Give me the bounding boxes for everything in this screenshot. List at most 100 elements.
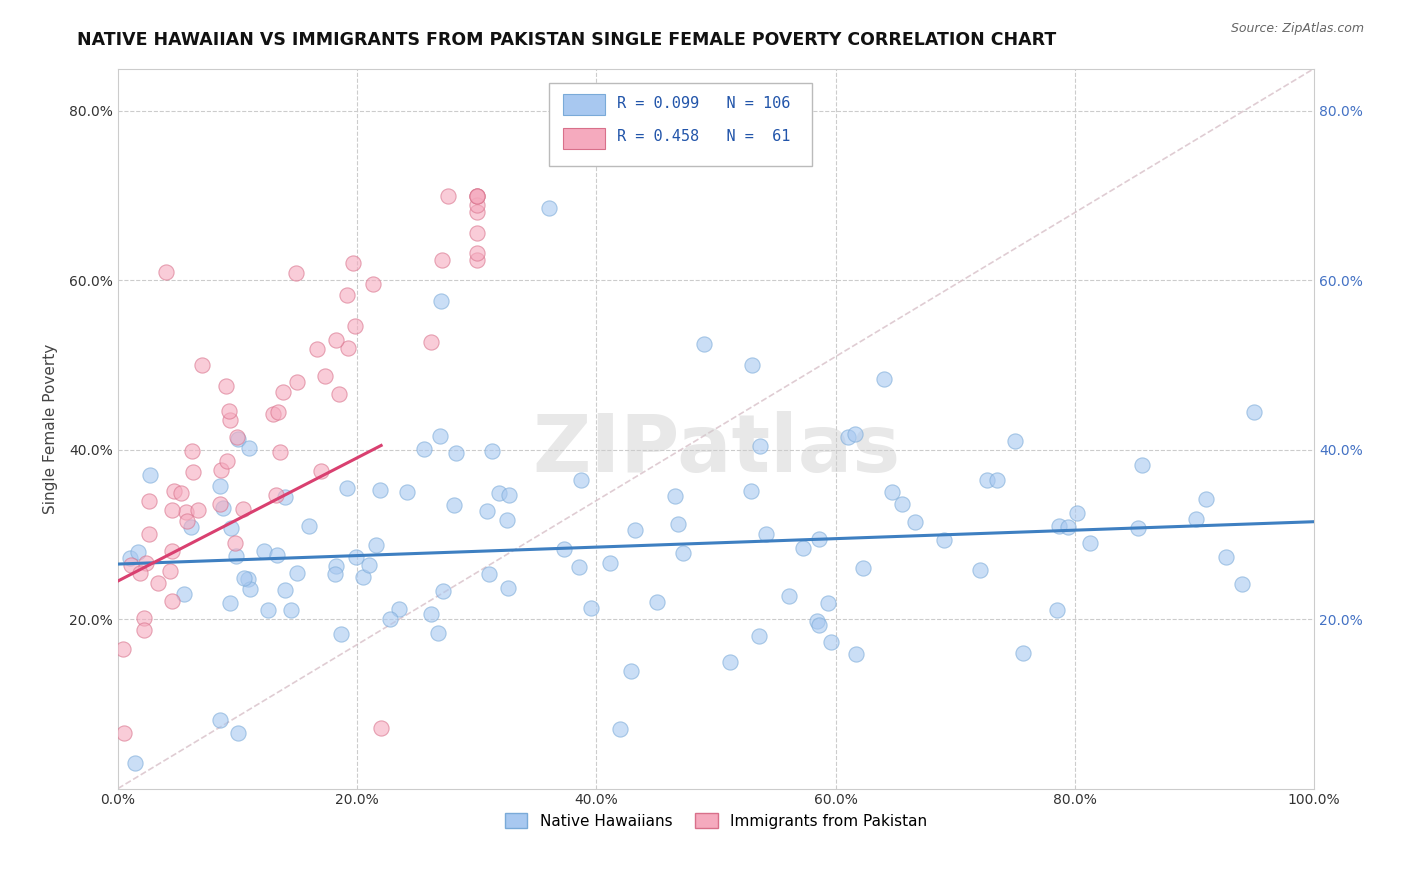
Point [266, 405, 288, 419]
Point [1243, 404, 1265, 418]
Point [465, 205, 488, 219]
Point [162, 593, 184, 607]
Point [226, 726, 249, 740]
Point [217, 454, 239, 468]
Point [817, 596, 839, 610]
Point [344, 550, 367, 565]
Point [219, 521, 242, 535]
Point [273, 582, 295, 597]
Point [280, 603, 302, 617]
Point [568, 559, 591, 574]
Point [672, 545, 695, 559]
Point [718, 655, 741, 669]
Point [218, 596, 240, 610]
Point [134, 611, 156, 625]
Point [624, 523, 647, 537]
Point [986, 474, 1008, 488]
Point [128, 566, 150, 581]
Point [352, 569, 374, 583]
FancyBboxPatch shape [548, 83, 811, 166]
Point [274, 490, 297, 504]
Point [465, 252, 488, 267]
Point [1004, 434, 1026, 449]
Point [269, 445, 291, 459]
Point [495, 514, 517, 528]
Point [181, 465, 204, 479]
Point [388, 601, 411, 615]
Point [620, 664, 643, 678]
Point [1128, 521, 1150, 535]
Point [238, 441, 260, 455]
Point [429, 428, 451, 442]
Point [208, 713, 231, 727]
Point [232, 501, 254, 516]
Point [420, 334, 443, 349]
Point [262, 407, 284, 421]
Point [806, 614, 828, 628]
Point [238, 572, 260, 586]
Bar [562, 128, 605, 149]
Point [976, 473, 998, 487]
Point [748, 629, 770, 643]
Point [465, 226, 488, 240]
Point [427, 626, 450, 640]
Text: NATIVE HAWAIIAN VS IMMIGRANTS FROM PAKISTAN SINGLE FEMALE POVERTY CORRELATION CH: NATIVE HAWAIIAN VS IMMIGRANTS FROM PAKIS… [77, 31, 1056, 49]
Point [257, 603, 280, 617]
Point [209, 478, 232, 492]
Point [176, 514, 198, 528]
Point [969, 563, 991, 577]
Point [664, 489, 686, 503]
Point [239, 582, 262, 596]
Point [481, 443, 503, 458]
Point [1012, 646, 1035, 660]
Point [180, 520, 202, 534]
Point [1066, 506, 1088, 520]
Point [395, 484, 418, 499]
Point [160, 502, 183, 516]
Point [224, 536, 246, 550]
Point [160, 543, 183, 558]
Point [111, 641, 134, 656]
Point [1195, 491, 1218, 506]
Point [880, 485, 903, 500]
Point [314, 369, 336, 384]
Point [488, 486, 510, 500]
Point [173, 587, 195, 601]
Point [336, 342, 359, 356]
Point [553, 541, 575, 556]
Point [609, 723, 631, 737]
Point [208, 497, 231, 511]
Point [284, 266, 307, 280]
Point [309, 464, 332, 478]
Point [579, 600, 602, 615]
Point [328, 386, 350, 401]
Point [465, 188, 488, 202]
Point [1057, 520, 1080, 534]
Point [1078, 535, 1101, 549]
Point [1230, 576, 1253, 591]
Point [155, 265, 177, 279]
Point [219, 413, 242, 427]
Point [820, 635, 842, 649]
Point [368, 483, 391, 498]
Point [740, 484, 762, 499]
Point [537, 202, 560, 216]
Point [569, 473, 592, 487]
Point [124, 756, 146, 771]
Point [112, 726, 135, 740]
Point [873, 372, 896, 386]
Point [325, 333, 347, 347]
Point [599, 557, 621, 571]
Point [904, 515, 927, 529]
Point [852, 561, 875, 575]
Point [225, 430, 247, 444]
Point [478, 567, 501, 582]
Point [741, 358, 763, 372]
Text: R = 0.458   N =  61: R = 0.458 N = 61 [617, 129, 790, 145]
Point [792, 541, 814, 555]
Point [307, 343, 329, 357]
Point [1215, 549, 1237, 564]
Point [477, 504, 499, 518]
Point [323, 567, 346, 582]
Bar [562, 94, 605, 115]
